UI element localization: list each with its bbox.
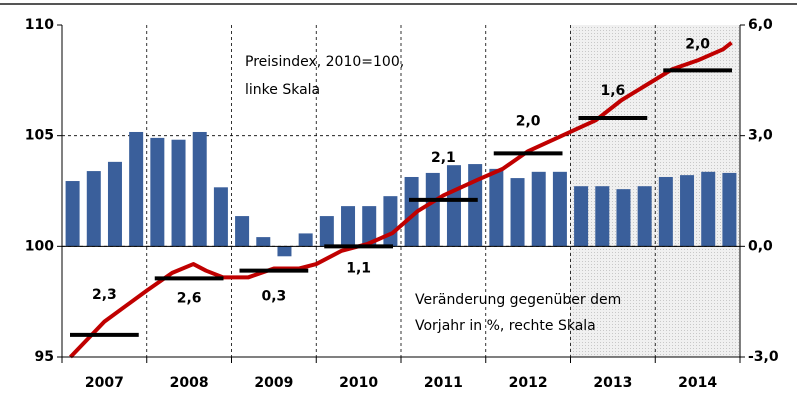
bar <box>171 139 186 247</box>
bar <box>298 233 313 247</box>
y2-tick-label: 6,0 <box>748 17 773 33</box>
y-tick-label: 110 <box>25 17 54 33</box>
bar <box>531 171 546 247</box>
bar <box>658 176 673 247</box>
x-tick-label: 2010 <box>339 375 378 391</box>
bar <box>362 206 377 247</box>
bar <box>510 178 525 247</box>
bar <box>192 131 207 247</box>
annual-change-label: 2,0 <box>685 36 710 52</box>
x-tick-label: 2007 <box>85 375 124 391</box>
annotation: linke Skala <box>245 82 320 98</box>
x-tick-label: 2012 <box>509 375 548 391</box>
bar <box>425 172 440 247</box>
bar <box>129 131 144 247</box>
bar <box>552 171 567 247</box>
bar <box>637 186 652 247</box>
bar <box>256 237 271 247</box>
bar <box>595 186 610 247</box>
y-tick-label: 95 <box>35 349 54 365</box>
bar <box>468 164 483 247</box>
y2-tick-label: 3,0 <box>748 128 773 144</box>
bar <box>701 171 716 247</box>
x-tick-label: 2009 <box>254 375 293 391</box>
bar <box>277 246 292 257</box>
annual-change-label: 1,6 <box>600 83 625 99</box>
bar <box>446 165 461 247</box>
price-index-line <box>69 41 733 359</box>
bar <box>722 172 737 247</box>
bar <box>489 168 504 247</box>
annual-change-label: 2,0 <box>516 113 541 129</box>
bar <box>404 176 419 247</box>
bar <box>616 189 631 247</box>
bar <box>341 206 356 247</box>
x-tick-label: 2014 <box>678 375 717 391</box>
annual-change-label: 2,1 <box>431 150 456 166</box>
annual-change-label: 0,3 <box>261 289 286 305</box>
annual-change-label: 1,1 <box>346 260 371 276</box>
bar <box>150 137 165 247</box>
y2-tick-label: -3,0 <box>748 349 779 365</box>
bar <box>383 196 398 247</box>
bar <box>65 181 80 247</box>
y2-tick-label: 0,0 <box>748 238 773 254</box>
annotation: Preisindex, 2010=100, <box>245 54 404 70</box>
bar <box>574 186 589 247</box>
x-tick-label: 2008 <box>170 375 209 391</box>
bar <box>235 216 250 247</box>
x-tick-label: 2013 <box>593 375 632 391</box>
bar <box>86 171 101 247</box>
annotation: Vorjahr in %, rechte Skala <box>415 318 596 334</box>
annotation: Veränderung gegenüber dem <box>415 292 621 308</box>
annual-change-label: 2,6 <box>177 290 202 306</box>
bar <box>319 216 334 247</box>
bar <box>107 161 122 247</box>
annual-change-label: 2,3 <box>92 287 117 303</box>
x-tick-label: 2011 <box>424 375 463 391</box>
bar <box>680 175 695 247</box>
y-tick-label: 105 <box>25 128 54 144</box>
bar <box>213 187 228 247</box>
y-tick-label: 100 <box>25 238 54 254</box>
